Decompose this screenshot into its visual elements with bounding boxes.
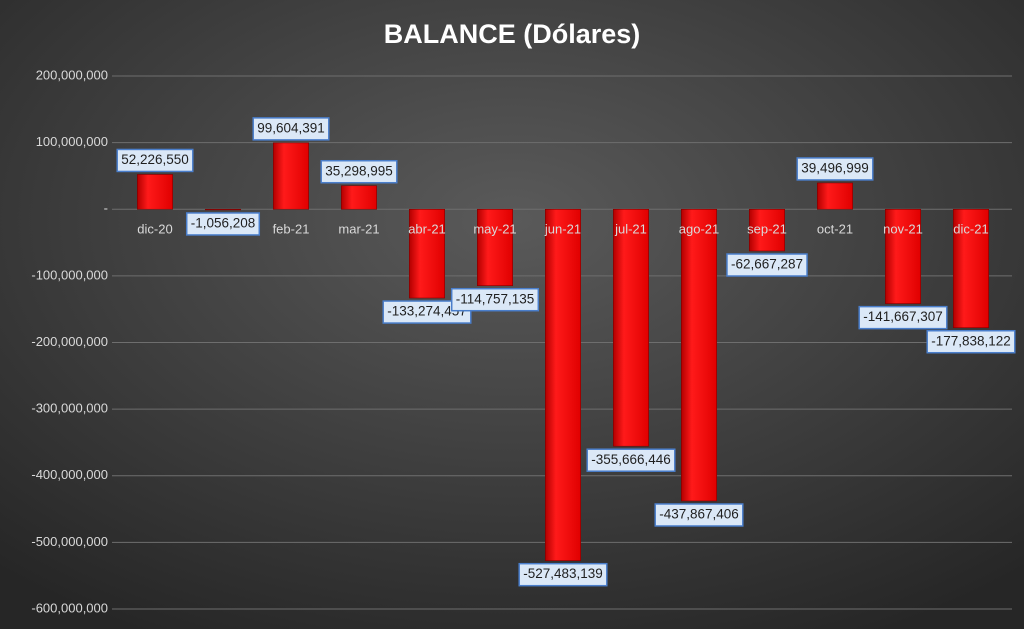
data-label: -114,757,135 <box>450 287 540 312</box>
bar <box>273 142 309 210</box>
bar <box>409 208 445 299</box>
y-tick-label: -600,000,000 <box>31 600 108 615</box>
data-label-box <box>796 157 874 181</box>
data-label-box <box>185 212 261 236</box>
x-tick-label: abr-21 <box>408 221 446 236</box>
x-tick-label: may-21 <box>473 221 516 236</box>
data-label: 99,604,391 <box>252 117 330 141</box>
data-label-text: -527,483,139 <box>523 566 603 581</box>
data-label: -141,667,307 <box>858 305 948 330</box>
data-label: -62,667,287 <box>726 253 808 277</box>
data-label: 39,496,999 <box>796 157 874 181</box>
bar <box>205 208 241 211</box>
y-tick-label: -500,000,000 <box>31 534 108 549</box>
x-tick-label: feb-21 <box>273 221 310 236</box>
data-label: 52,226,550 <box>116 148 194 173</box>
y-tick-label: -200,000,000 <box>31 334 108 349</box>
x-tick-label: jul-21 <box>614 221 647 236</box>
y-tick-label: 200,000,000 <box>36 67 108 82</box>
data-label-text: 99,604,391 <box>257 120 325 135</box>
bar <box>137 174 173 210</box>
data-label-box <box>926 329 1016 354</box>
data-label-box <box>858 305 948 330</box>
data-label: -177,838,122 <box>926 329 1016 354</box>
data-label-text: 39,496,999 <box>801 160 869 175</box>
bar <box>681 208 717 502</box>
data-label-box <box>518 562 608 587</box>
bar <box>953 208 989 329</box>
data-label-box <box>726 253 808 277</box>
x-tick-label: nov-21 <box>883 221 923 236</box>
data-label-text: -141,667,307 <box>863 309 943 324</box>
data-label: -1,056,208 <box>185 212 261 236</box>
data-label: -437,867,406 <box>654 503 744 527</box>
data-label-text: -437,867,406 <box>659 507 739 522</box>
data-label-text: -177,838,122 <box>931 333 1011 348</box>
y-tick-label: -100,000,000 <box>31 267 108 282</box>
data-label-text: 35,298,995 <box>325 163 393 178</box>
x-tick-label: ago-21 <box>679 221 719 236</box>
data-label-box <box>586 448 676 472</box>
bar <box>817 182 853 210</box>
data-label-text: -114,757,135 <box>456 291 535 306</box>
data-label: -133,274,457 <box>382 300 472 324</box>
x-tick-label: mar-21 <box>338 221 379 236</box>
data-label: 35,298,995 <box>320 159 398 184</box>
x-tick-label: sep-21 <box>747 221 787 236</box>
data-label: -527,483,139 <box>518 562 608 587</box>
x-tick-label: dic-20 <box>137 221 172 236</box>
bar <box>613 208 649 447</box>
data-label-text: -133,274,457 <box>387 304 467 319</box>
bar <box>545 208 581 561</box>
y-tick-label: -400,000,000 <box>31 467 108 482</box>
bar <box>477 208 513 287</box>
data-label-box <box>450 287 540 312</box>
y-tick-label: - <box>104 201 108 216</box>
x-tick-label: dic-21 <box>953 221 988 236</box>
y-tick-label: -300,000,000 <box>31 401 108 416</box>
data-label-box <box>654 503 744 527</box>
chart-title: BALANCE (Dólares) <box>384 19 641 49</box>
data-label-text: -1,056,208 <box>191 216 256 231</box>
data-label-text: -62,667,287 <box>731 257 803 272</box>
data-label-box <box>382 300 472 324</box>
data-label-box <box>320 159 398 184</box>
bar <box>885 208 921 304</box>
y-tick-label: 100,000,000 <box>36 134 108 149</box>
data-label-text: 52,226,550 <box>121 152 189 167</box>
data-label-box <box>116 148 194 173</box>
bar <box>749 208 785 252</box>
data-label-box <box>252 117 330 141</box>
x-tick-label: jun-21 <box>544 221 581 236</box>
data-label: -355,666,446 <box>586 448 676 472</box>
bar <box>341 185 377 210</box>
x-tick-label: oct-21 <box>817 221 853 236</box>
data-label-text: -355,666,446 <box>591 452 671 467</box>
